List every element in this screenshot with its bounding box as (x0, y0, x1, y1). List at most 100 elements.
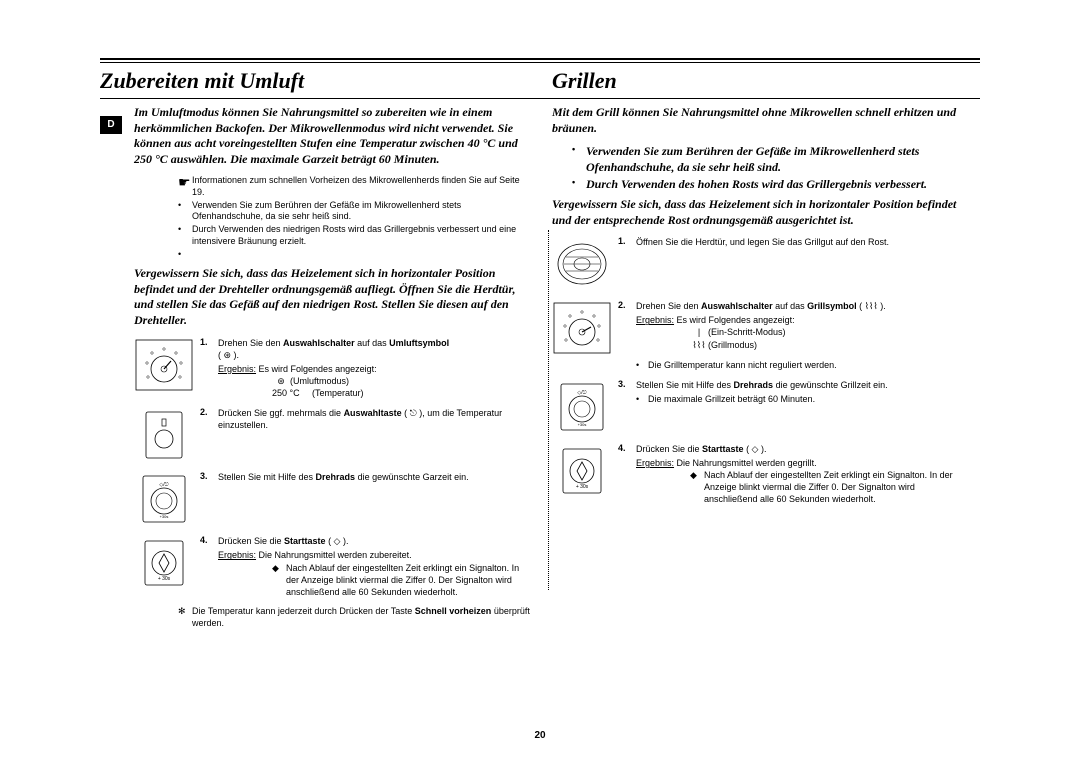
t: Starttaste (284, 536, 326, 546)
svg-text:+30s: +30s (160, 514, 169, 519)
t: ( ⌇⌇⌇ ). (857, 301, 886, 311)
t: auf das (355, 338, 390, 348)
t: Auswahltaste (344, 408, 402, 418)
info-text: Informationen zum schnellen Vorheizen de… (192, 175, 530, 198)
step-text: Stellen Sie mit Hilfe des Drehrads die g… (636, 379, 970, 405)
step-1: 1. Drehen Sie den Auswahlschalter auf da… (134, 337, 530, 400)
step-text: Drehen Sie den Auswahlschalter auf das G… (636, 300, 970, 371)
t: (Temperatur) (312, 387, 530, 399)
step-number: 1. (618, 236, 636, 248)
heading-right: Grillen (540, 65, 980, 98)
heading-left: Zubereiten mit Umluft (100, 65, 540, 98)
info-text: Verwenden Sie zum Berühren der Gefäße im… (192, 200, 530, 223)
diamond-icon: ◆ (690, 469, 704, 505)
r-step-1: 1. Öffnen Sie die Herdtür, und legen Sie… (552, 236, 970, 292)
t: 250 °C (272, 387, 312, 399)
start-button-icon: + 30s (134, 535, 194, 591)
t: Grillsymbol (807, 301, 857, 311)
t: (Umluftmodus) (290, 375, 530, 387)
step-text: Öffnen Sie die Herdtür, und legen Sie da… (636, 236, 970, 248)
glyph: ⊛ (272, 375, 290, 387)
top-rule (100, 58, 980, 63)
svg-text:◇/⎋: ◇/⎋ (577, 390, 586, 396)
knob-icon: ◇/⎋ +30s (552, 379, 612, 435)
start-button-icon: + 30s (552, 443, 612, 499)
info-text (192, 249, 530, 261)
right-intro: Mit dem Grill können Sie Nahrungsmittel … (552, 105, 970, 136)
note-icon: ✻ (178, 606, 192, 629)
r-step-2: 2. Drehen Sie den Auswahlschalter auf da… (552, 300, 970, 371)
t: ( ◇ ). (326, 536, 349, 546)
bullet-icon: • (178, 200, 192, 223)
knob-icon: ◇/⎋ +30s (134, 471, 194, 527)
step-text: Stellen Sie mit Hilfe des Drehrads die g… (218, 471, 530, 483)
step-number: 4. (618, 443, 636, 455)
t: Die maximale Grillzeit beträgt 60 Minute… (648, 393, 815, 405)
left-info-block: ☛Informationen zum schnellen Vorheizen d… (178, 175, 530, 260)
t: Drücken Sie die (218, 536, 284, 546)
bullet-icon: • (178, 249, 192, 261)
dial-icon (134, 337, 194, 393)
t: ( ◇ ). (744, 444, 767, 454)
r-step-4: + 30s 4. Drücken Sie die Starttaste ( ◇ … (552, 443, 970, 506)
t: Es wird Folgendes angezeigt: (256, 364, 377, 374)
result-label: Ergebnis: (636, 315, 674, 325)
dial-icon (552, 300, 612, 356)
t: Stellen Sie mit Hilfe des (636, 380, 734, 390)
step-number: 2. (618, 300, 636, 312)
t: Verwenden Sie zum Berühren der Gefäße im… (586, 144, 970, 175)
t: Auswahlschalter (701, 301, 773, 311)
t: Drehrads (316, 472, 356, 482)
bullet-icon: • (572, 144, 586, 175)
t: Auswahlschalter (283, 338, 355, 348)
svg-text:+ 30s: + 30s (158, 576, 171, 582)
step-text: Drücken Sie die Starttaste ( ◇ ). Ergebn… (636, 443, 970, 506)
column-divider (548, 230, 549, 590)
left-warning: Vergewissern Sie sich, dass das Heizelem… (134, 266, 530, 328)
mid-rule (100, 98, 980, 99)
t: ( ⊛ ). (218, 350, 239, 360)
svg-text:◇/⎋: ◇/⎋ (159, 482, 168, 488)
t: Nach Ablauf der eingestellten Zeit erkli… (704, 469, 970, 505)
t: Durch Verwenden des hohen Rosts wird das… (586, 177, 970, 193)
step-number: 1. (200, 337, 218, 349)
t: Schnell vorheizen (415, 606, 492, 616)
svg-text:+30s: +30s (578, 422, 587, 427)
t: Es wird Folgendes angezeigt: (674, 315, 795, 325)
left-intro: Im Umluftmodus können Sie Nahrungsmittel… (134, 105, 530, 167)
t: Drehen Sie den (218, 338, 283, 348)
button-icon (134, 407, 194, 463)
t: Die Temperatur kann jederzeit durch Drüc… (192, 606, 530, 629)
step-4: + 30s 4. Drücken Sie die Starttaste ( ◇ … (134, 535, 530, 598)
step-3: ◇/⎋ +30s 3. Stellen Sie mit Hilfe des Dre… (134, 471, 530, 527)
t: Drehen Sie den (636, 301, 701, 311)
step-number: 3. (200, 471, 218, 483)
page: Zubereiten mit Umluft Grillen Im Umluftm… (0, 0, 1080, 649)
t: auf das (773, 301, 808, 311)
result-label: Ergebnis: (636, 458, 674, 468)
t: (Ein-Schritt-Modus) (708, 326, 970, 338)
bullet-icon: • (636, 393, 648, 405)
result-label: Ergebnis: (218, 364, 256, 374)
step-text: Drücken Sie ggf. mehrmals die Auswahltas… (218, 407, 530, 431)
footnote: ✻ Die Temperatur kann jederzeit durch Dr… (178, 606, 530, 629)
pointer-icon: ☛ (178, 175, 192, 198)
svg-text:+ 30s: + 30s (576, 484, 589, 490)
step-number: 2. (200, 407, 218, 419)
t: Die Grilltemperatur kann nicht reguliert… (648, 359, 837, 371)
t: Drehrads (734, 380, 774, 390)
glyph: | (690, 326, 708, 338)
info-text: Durch Verwenden des niedrigen Rosts wird… (192, 224, 530, 247)
turntable-icon (552, 236, 612, 292)
page-number: 20 (0, 730, 1080, 741)
step-number: 4. (200, 535, 218, 547)
diamond-icon: ◆ (272, 562, 286, 598)
right-column: Mit dem Grill können Sie Nahrungsmittel … (540, 105, 980, 629)
step-2: 2. Drücken Sie ggf. mehrmals die Auswahl… (134, 407, 530, 463)
step-number: 3. (618, 379, 636, 391)
t: Die Temperatur kann jederzeit durch Drüc… (192, 606, 415, 616)
t: die gewünschte Grillzeit ein. (773, 380, 888, 390)
t: Drücken Sie die (636, 444, 702, 454)
t: Umluftsymbol (389, 338, 449, 348)
right-warning: Vergewissern Sie sich, dass das Heizelem… (552, 197, 970, 228)
